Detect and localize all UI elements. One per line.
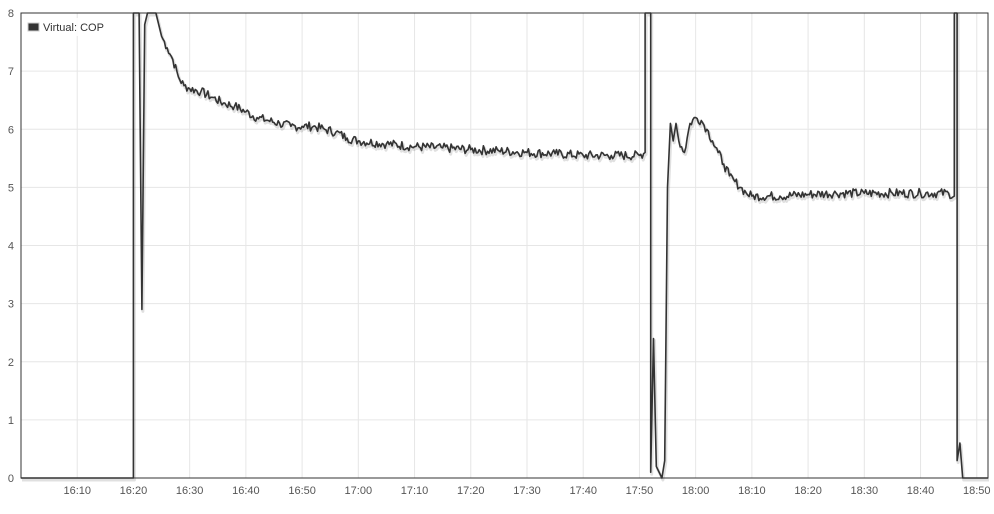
y-tick-label-2: 2 — [8, 357, 14, 369]
x-tick-label-2: 16:30 — [176, 485, 204, 497]
series-line-0 — [21, 12, 988, 479]
y-tick-label-4: 4 — [8, 241, 14, 253]
y-tick-label-5: 5 — [8, 182, 14, 194]
x-tick-label-4: 16:50 — [288, 485, 316, 497]
x-tick-label-16: 18:50 — [963, 485, 991, 497]
legend[interactable]: Virtual: COP — [25, 18, 117, 36]
x-tick-label-1: 16:20 — [120, 485, 148, 497]
x-tick-label-7: 17:20 — [457, 485, 485, 497]
legend-label: Virtual: COP — [43, 22, 104, 34]
gridlines — [21, 12, 988, 479]
series-lines — [21, 12, 989, 482]
x-tick-label-5: 17:00 — [345, 485, 373, 497]
plot-frame — [20, 12, 989, 479]
x-tick-label-9: 17:40 — [569, 485, 597, 497]
legend-swatch — [27, 22, 40, 32]
y-tick-label-1: 1 — [8, 415, 14, 427]
legend-background — [25, 18, 117, 36]
y-tick-label-3: 3 — [8, 299, 14, 311]
x-tick-label-3: 16:40 — [232, 485, 260, 497]
x-tick-label-0: 16:10 — [63, 485, 91, 497]
x-tick-label-15: 18:40 — [907, 485, 935, 497]
y-tick-label-7: 7 — [8, 66, 14, 78]
series-line-shadow-0 — [22, 13, 989, 482]
y-tick-label-0: 0 — [8, 473, 14, 485]
y-tick-label-6: 6 — [8, 124, 14, 136]
y-tick-label-8: 8 — [8, 8, 14, 20]
x-tick-label-14: 18:30 — [851, 485, 879, 497]
x-tick-label-10: 17:50 — [626, 485, 654, 497]
x-axis-tick-labels: 16:10 16:20 16:30 16:40 16:50 17:00 17:10 17:20… — [63, 485, 990, 497]
x-tick-label-13: 18:20 — [794, 485, 822, 497]
x-tick-label-11: 18:00 — [682, 485, 710, 497]
x-tick-label-12: 18:10 — [738, 485, 766, 497]
y-axis-tick-labels: 0 1 2 3 4 5 6 7 8 — [8, 8, 14, 485]
x-tick-label-6: 17:10 — [401, 485, 429, 497]
x-tick-label-8: 17:30 — [513, 485, 541, 497]
